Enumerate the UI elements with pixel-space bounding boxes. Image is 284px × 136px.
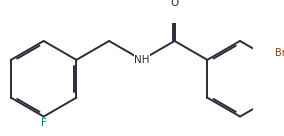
- Text: F: F: [41, 118, 47, 128]
- Text: Br: Br: [275, 48, 284, 58]
- Text: NH: NH: [134, 55, 150, 65]
- Text: O: O: [170, 0, 179, 8]
